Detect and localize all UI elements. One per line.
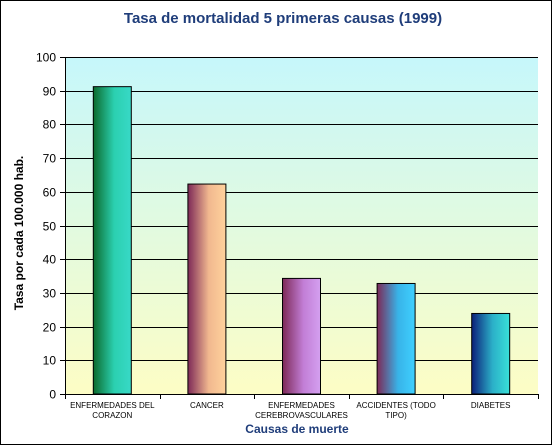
- x-category-label: CANCER: [190, 401, 224, 410]
- y-axis-title: Tasa por cada 100.000 hab.: [12, 156, 26, 311]
- x-category-label: CORAZON: [92, 411, 132, 420]
- y-axis-ticks: 0 10 20 30 40 50 60 70 80 90 100: [36, 51, 65, 402]
- y-tick-label: 30: [43, 287, 57, 301]
- x-category-label: TIPO): [385, 411, 407, 420]
- axes: [65, 57, 539, 399]
- y-tick-label: 10: [43, 354, 57, 368]
- x-category-label: ACCIDENTES (TODO: [356, 401, 435, 410]
- x-category-label: ENFERMEDADES: [268, 401, 335, 410]
- bar: [282, 277, 321, 395]
- y-tick-label: 20: [43, 321, 57, 335]
- y-tick-label: 0: [49, 388, 56, 402]
- bar: [92, 86, 132, 395]
- bar: [187, 183, 227, 395]
- bar: [471, 312, 511, 395]
- y-tick-label: 60: [43, 186, 57, 200]
- bars: [92, 86, 511, 395]
- y-tick-label: 100: [36, 51, 56, 65]
- y-tick-label: 90: [43, 85, 57, 99]
- x-axis-title: Causas de muerte: [245, 422, 349, 436]
- chart-title: Tasa de mortalidad 5 primeras causas (19…: [124, 10, 442, 27]
- x-category-label: ENFERMEDADES DEL: [70, 401, 155, 410]
- y-tick-label: 70: [43, 152, 57, 166]
- x-category-label: DIABETES: [471, 401, 511, 410]
- y-tick-label: 40: [43, 253, 57, 267]
- y-tick-label: 80: [43, 118, 57, 132]
- y-tick-label: 50: [43, 220, 57, 234]
- bar: [376, 282, 416, 395]
- x-category-label: CEREBROVASCULARES: [255, 411, 348, 420]
